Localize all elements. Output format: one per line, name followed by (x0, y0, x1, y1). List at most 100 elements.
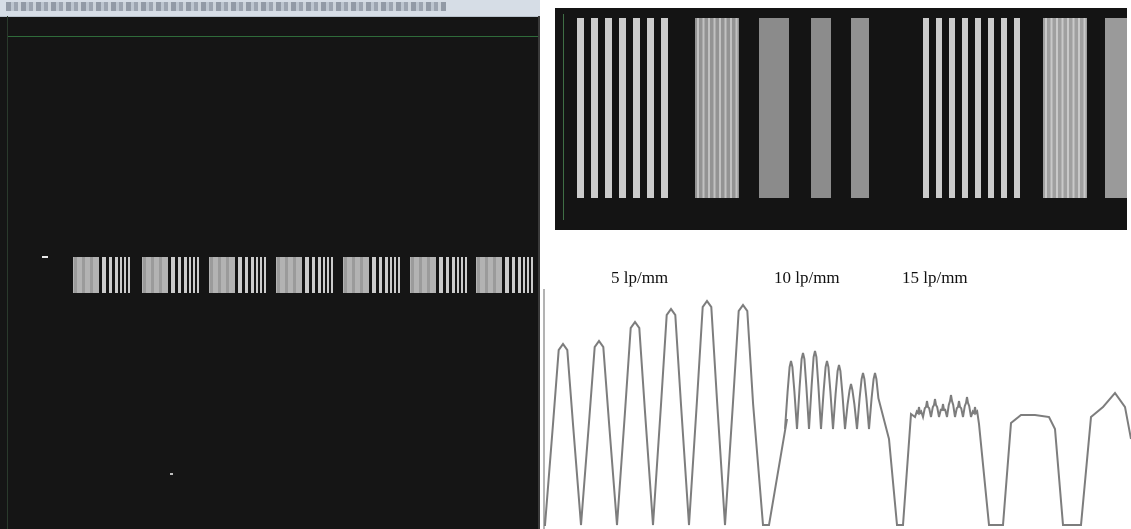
stripe-5lp (633, 18, 640, 198)
target-bar (523, 257, 525, 293)
camera-view-window (0, 0, 540, 529)
target-bar (390, 257, 392, 293)
target-bar (128, 257, 130, 293)
target-bar (260, 257, 262, 293)
block-texture (360, 257, 363, 293)
block-texture (477, 257, 480, 293)
block-texture (90, 257, 93, 293)
stripe-right (988, 18, 994, 198)
stripe-texture (713, 18, 716, 198)
stripe-texture (1045, 18, 1047, 198)
profile-line (543, 299, 1131, 526)
target-bar (171, 257, 175, 293)
target-block (276, 257, 302, 293)
target-bar (238, 257, 242, 293)
block-texture (344, 257, 347, 293)
block-texture (419, 257, 422, 293)
speck-1 (42, 256, 48, 258)
target-bar (178, 257, 181, 293)
resolution-stripe-row (73, 257, 533, 293)
stripe-5lp (577, 18, 584, 198)
target-bar (461, 257, 463, 293)
stripe-block-e (1043, 18, 1087, 198)
stripe-texture (730, 18, 732, 198)
zoomed-stripes (577, 18, 1127, 198)
target-bar (457, 257, 459, 293)
block-texture (293, 257, 296, 293)
target-bar (305, 257, 309, 293)
stripe-texture (735, 18, 738, 198)
label-10-lpmm: 10 lp/mm (774, 268, 840, 287)
block-texture (277, 257, 280, 293)
target-bar (120, 257, 122, 293)
block-texture (493, 257, 496, 293)
target-bar (446, 257, 449, 293)
block-texture (411, 257, 414, 293)
target-bar (102, 257, 106, 293)
target-bar (531, 257, 533, 293)
target-bar (385, 257, 388, 293)
label-5-lpmm: 5 lp/mm (611, 268, 669, 287)
stripe-5lp (591, 18, 598, 198)
target-bar (512, 257, 515, 293)
target-bar (394, 257, 396, 293)
target-bar (318, 257, 321, 293)
stripe-texture (1061, 18, 1064, 198)
left-border (7, 16, 8, 529)
target-bar (439, 257, 443, 293)
camera-image (42, 256, 533, 475)
target-bar (245, 257, 248, 293)
target-block (209, 257, 235, 293)
stripe-right (923, 18, 929, 198)
stripe-block-f (1105, 18, 1127, 198)
label-15-lpmm: 15 lp/mm (902, 268, 968, 287)
target-bar (398, 257, 400, 293)
stripe-texture (1078, 18, 1080, 198)
target-bar (256, 257, 258, 293)
target-bar (124, 257, 126, 293)
block-texture (485, 257, 488, 293)
target-bar (505, 257, 509, 293)
zoom-view-edge (563, 14, 564, 220)
stripe-texture (1067, 18, 1069, 198)
block-texture (74, 257, 77, 293)
stripe-right (975, 18, 981, 198)
intensity-profile-plot (543, 289, 1131, 529)
target-bar (193, 257, 195, 293)
target-bar (312, 257, 315, 293)
stripe-right (1014, 18, 1020, 198)
right-border (538, 16, 540, 529)
target-block (410, 257, 436, 293)
block-texture (159, 257, 162, 293)
block-texture (151, 257, 154, 293)
block-texture (427, 257, 430, 293)
target-bar (379, 257, 382, 293)
stripe-texture (1056, 18, 1058, 198)
stripe-texture (697, 18, 699, 198)
target-bar (323, 257, 325, 293)
stripe-5lp (661, 18, 668, 198)
target-bar (251, 257, 254, 293)
target-bar (264, 257, 266, 293)
stripe-block-d (851, 18, 869, 198)
target-bar (327, 257, 329, 293)
target-bar (115, 257, 118, 293)
target-bar (452, 257, 455, 293)
block-texture (352, 257, 355, 293)
stripe-right (949, 18, 955, 198)
stripe-5lp (605, 18, 612, 198)
titlebar-text-blurred (6, 2, 446, 11)
block-texture (143, 257, 146, 293)
target-bar (189, 257, 191, 293)
target-bar (465, 257, 467, 293)
block-texture (218, 257, 221, 293)
stripe-block-a (695, 18, 739, 198)
target-bar (184, 257, 187, 293)
target-block (343, 257, 369, 293)
block-texture (210, 257, 213, 293)
stripe-texture (708, 18, 710, 198)
stripe-texture (1050, 18, 1053, 198)
target-bar (372, 257, 376, 293)
target-bar (527, 257, 529, 293)
speck-2 (170, 473, 173, 475)
